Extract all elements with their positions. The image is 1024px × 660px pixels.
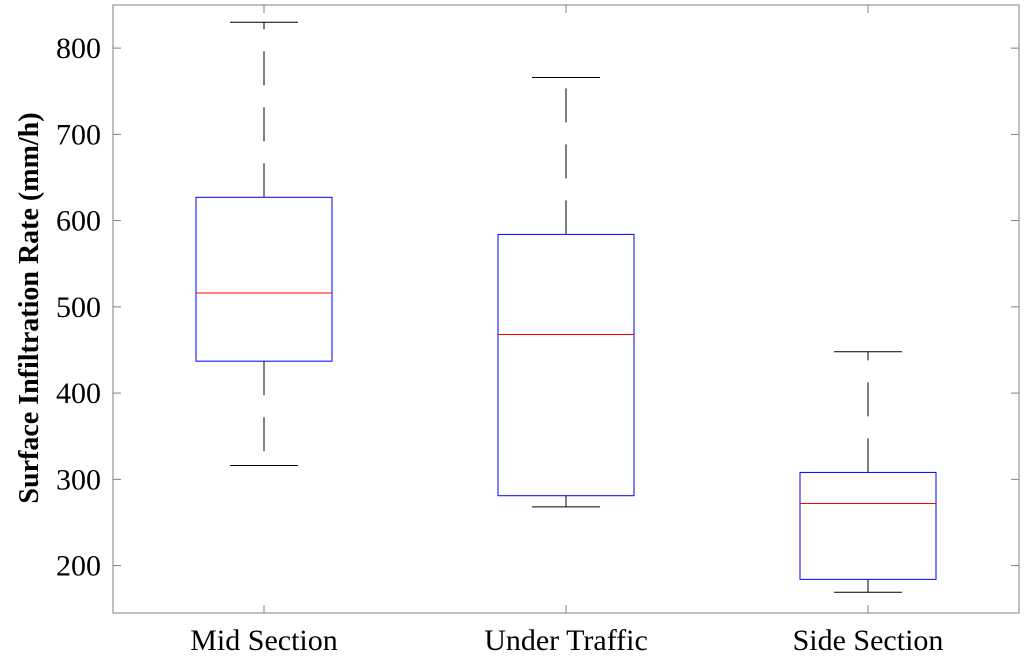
y-tick-label: 400	[56, 377, 101, 410]
iqr-box	[497, 233, 635, 497]
y-tick-label: 500	[56, 291, 101, 324]
y-tick-label: 600	[56, 205, 101, 238]
y-tick-label: 200	[56, 550, 101, 583]
x-category-label: Mid Section	[190, 624, 338, 657]
y-tick-label: 700	[56, 118, 101, 151]
y-axis-label: Surface Infiltration Rate (mm/h)	[14, 112, 45, 503]
box-group	[497, 76, 635, 508]
box-group	[799, 351, 937, 593]
iqr-box	[799, 471, 937, 580]
box-group	[195, 21, 333, 467]
iqr-box	[195, 196, 333, 362]
y-tick-label: 300	[56, 463, 101, 496]
x-category-label: Under Traffic	[484, 624, 648, 657]
y-tick-label: 800	[56, 32, 101, 65]
x-category-label: Side Section	[793, 624, 944, 657]
